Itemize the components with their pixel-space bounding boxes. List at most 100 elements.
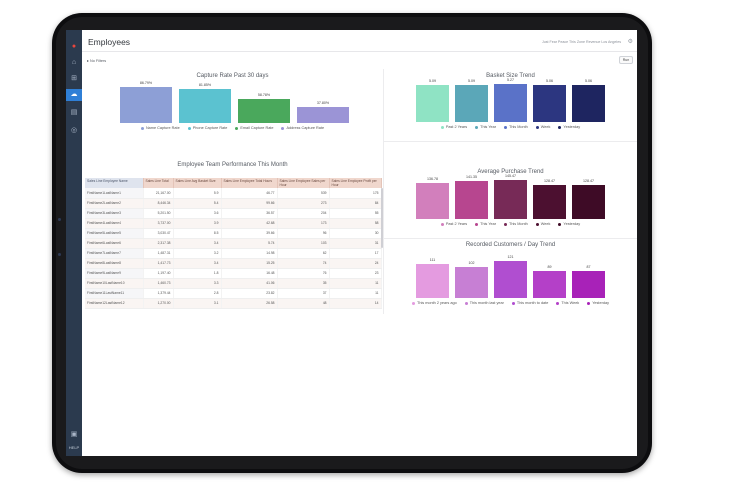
table-cell: 41.06: [221, 278, 278, 289]
column-header[interactable]: Sales Line Employee Profit per Hour: [329, 178, 382, 188]
table-row[interactable]: FirstName7LastName7 1,487.31 3.2 14.98 62 17: [85, 248, 382, 259]
legend-item[interactable]: Name Capture Rate: [140, 126, 180, 130]
bar-value-label: 89: [547, 265, 552, 269]
bar-value-label: 37.80%: [316, 101, 330, 105]
bar-value-label: 58.78%: [257, 93, 271, 97]
legend-item[interactable]: This month to date: [511, 301, 548, 305]
table-cell: 96: [277, 228, 330, 239]
legend-item[interactable]: Yesterday: [558, 125, 580, 129]
column-header[interactable]: Sales Line Employee Total Hours: [221, 178, 278, 188]
chart-bar[interactable]: [533, 185, 566, 219]
table-cell: 24: [329, 258, 382, 269]
bar-value-label: 5.27: [507, 78, 514, 82]
table-row[interactable]: FirstName6LastName6 2,317.38 3.4 5.74 103 31: [85, 238, 382, 249]
settings-icon[interactable]: ◎: [70, 127, 78, 134]
table-cell: 58: [329, 218, 382, 229]
table-row[interactable]: FirstName3LastName3 5,201.50 3.6 36.57 204 55: [85, 208, 382, 219]
table-cell: 55: [329, 208, 382, 219]
table-cell: 204: [277, 208, 330, 219]
table-cell: 5.4: [173, 198, 222, 209]
logo-icon[interactable]: ●: [71, 43, 77, 50]
capture-rate-panel: Capture Rate Past 30 days 86.79% 81.85% 58…: [82, 69, 383, 145]
chart-bar[interactable]: [533, 271, 566, 298]
legend-item[interactable]: This month 2 years ago: [412, 301, 457, 305]
legend-swatch: [587, 301, 591, 305]
column-header[interactable]: Sales Line Total: [143, 178, 174, 188]
row-divider: [384, 238, 637, 239]
chart-bar[interactable]: [455, 85, 488, 122]
chart-bar[interactable]: [455, 181, 488, 219]
legend-item[interactable]: Week: [535, 222, 551, 226]
legend-item[interactable]: Email Capture Rate: [235, 126, 273, 130]
table-row[interactable]: FirstName8LastName8 1,417.73 3.4 15.25 74 24: [85, 258, 382, 269]
table-row[interactable]: FirstName9LastName9 1,197.40 1.8 16.48 76 23: [85, 268, 382, 279]
legend-item[interactable]: Week: [535, 125, 550, 129]
legend-swatch: [558, 222, 562, 226]
filters-toggle[interactable]: ▸ No Filters: [87, 59, 107, 63]
column-header[interactable]: Sales Line Employee Name: [85, 178, 144, 188]
employee-name-cell: FirstName1LastName1: [85, 188, 144, 199]
legend-label: Phone Capture Rate: [192, 126, 228, 130]
cart-icon[interactable]: ⊞: [71, 75, 77, 82]
legend-item[interactable]: This Year: [475, 222, 496, 226]
table-scrollbar[interactable]: [381, 188, 383, 248]
legend-swatch: [475, 125, 479, 129]
chart-bar[interactable]: [494, 84, 527, 122]
table-row[interactable]: FirstName2LastName2 8,446.34 5.4 99.66 273 84: [85, 198, 382, 209]
chart-bar[interactable]: [179, 89, 231, 123]
table-row[interactable]: FirstName1LastName1 21,167.00 5.9 46.77 539 1…: [85, 188, 382, 199]
legend-item[interactable]: This Year: [475, 125, 496, 129]
table-cell: 1,487.31: [143, 248, 174, 259]
table-cell: 84: [329, 198, 382, 209]
help-icon[interactable]: ▣: [70, 431, 78, 438]
legend-item[interactable]: Past 2 Years: [440, 125, 467, 129]
table-row[interactable]: FirstName12LastName12 1,270.00 3.1 26.58 48 1…: [85, 298, 382, 309]
table-row[interactable]: FirstName4LastName4 3,737.00 3.9 42.68 173 58: [85, 218, 382, 229]
cloud-icon[interactable]: ☁: [66, 89, 82, 101]
document-icon[interactable]: ▤: [70, 109, 78, 116]
chart-bar[interactable]: [416, 183, 449, 219]
chart-bar[interactable]: [533, 85, 566, 122]
chart-bar[interactable]: [416, 85, 449, 122]
legend-item[interactable]: This Month: [504, 125, 528, 129]
legend-item[interactable]: This month last year: [464, 301, 504, 305]
chart-bar[interactable]: [455, 267, 488, 298]
legend-item[interactable]: Address Capture Rate: [281, 126, 324, 130]
table-cell: 1,460.73: [143, 278, 174, 289]
legend-item[interactable]: This Month: [504, 222, 528, 226]
chart-bar[interactable]: [572, 185, 605, 219]
panel-title: Average Purchase Trend: [477, 169, 544, 175]
customers-day-panel: Recorded Customers / Day Trend 111 102 121…: [384, 240, 637, 315]
legend-swatch: [535, 125, 539, 129]
table-row[interactable]: FirstName10LastName10 1,460.73 3.3 41.06 35 1…: [85, 278, 382, 289]
chart-bar[interactable]: [297, 107, 349, 123]
chart-bar[interactable]: [494, 261, 527, 298]
help-label[interactable]: HELP: [68, 445, 80, 450]
table-row[interactable]: FirstName11LastName11 1,379.44 2.8 23.82 37 1…: [85, 288, 382, 299]
table-cell: 39.66: [221, 228, 278, 239]
camera-dot: [58, 218, 61, 221]
gear-icon[interactable]: ⚙: [627, 39, 633, 45]
legend-label: Week: [540, 222, 551, 226]
legend-label: Name Capture Rate: [145, 126, 180, 130]
home-icon[interactable]: ⌂: [71, 59, 77, 66]
legend-item[interactable]: Past 2 Years: [440, 222, 467, 226]
location-selector[interactable]: Just Fear Peace This Zone Revenue Los An…: [541, 40, 621, 44]
chart-bar[interactable]: [494, 180, 527, 219]
legend-item[interactable]: Phone Capture Rate: [187, 126, 228, 130]
run-button[interactable]: Run: [619, 56, 633, 64]
chart-bar[interactable]: [238, 99, 290, 123]
legend-item[interactable]: Yesterday: [558, 222, 580, 226]
legend-item[interactable]: This Week: [556, 301, 579, 305]
chart-bar[interactable]: [572, 271, 605, 298]
legend-item[interactable]: Yesterday: [587, 301, 609, 305]
panel-title: Capture Rate Past 30 days: [196, 73, 269, 79]
average-purchase-panel: Average Purchase Trend 136.78 141.35 145.4…: [384, 166, 637, 238]
chart-bar[interactable]: [572, 85, 605, 122]
table-cell: 35: [277, 278, 330, 289]
column-header[interactable]: Sales Line Employee Sales per Hour: [277, 178, 330, 188]
column-header[interactable]: Sales Line Avg Basket Size: [173, 178, 222, 188]
chart-bar[interactable]: [120, 87, 172, 123]
table-row[interactable]: FirstName5LastName5 3,030.47 8.5 39.66 96 30: [85, 228, 382, 239]
chart-bar[interactable]: [416, 264, 449, 298]
